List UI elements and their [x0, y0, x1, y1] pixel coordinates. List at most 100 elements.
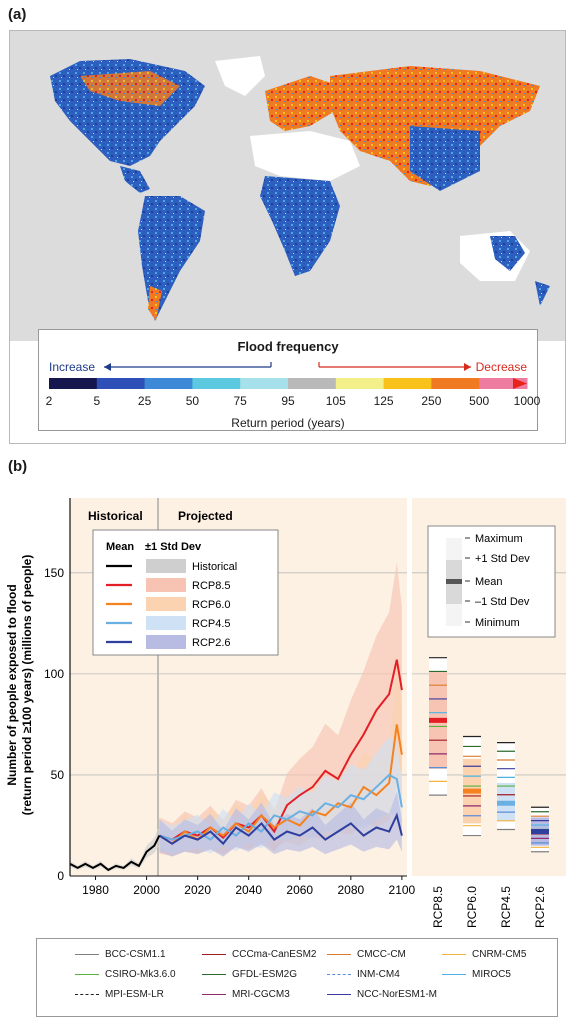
legend-band-swatch	[146, 578, 186, 592]
y-tick-label: 150	[44, 566, 64, 580]
mean-legend: Mean ±1 Std Dev Historical RCP8.5 RCP6.0 RC…	[92, 529, 279, 656]
box-mean	[497, 800, 515, 806]
projected-period-label: Projected	[178, 509, 233, 523]
south-america-shape	[138, 196, 205, 321]
model-legend-item: CNRM-CM5	[442, 949, 526, 960]
world-flood-map	[10, 31, 565, 341]
series-line	[159, 773, 403, 841]
model-line-swatch	[202, 954, 226, 955]
box-legend-label: Maximum	[475, 533, 523, 545]
colorbar-segment	[479, 378, 528, 389]
x-tick-label: 2060	[286, 883, 313, 897]
box-legend: Maximum +1 Std Dev Mean –1 Std Dev Minimum	[427, 525, 556, 638]
return-period-tick: 95	[281, 394, 295, 408]
panel-a-label: (a)	[8, 6, 27, 23]
colorbar-segment	[49, 378, 98, 389]
model-legend-item: MIROC5	[442, 969, 511, 980]
model-legend-item: CMCC-CM	[327, 949, 406, 960]
return-period-tick: 105	[325, 394, 346, 408]
model-line-swatch	[202, 994, 226, 995]
model-legend-item: BCC-CSM1.1	[75, 949, 166, 960]
series-line	[69, 835, 161, 872]
legend-mean-header: Mean	[106, 541, 134, 553]
legend-entry-label: RCP8.5	[192, 580, 231, 592]
colorbar-segment	[288, 378, 337, 389]
return-period-tick: 2	[45, 394, 53, 408]
legend-entry-label: Historical	[192, 561, 237, 573]
colorbar-segment	[335, 378, 385, 389]
model-legend-item: MPI-ESM-LR	[75, 989, 164, 1000]
mean-lines	[69, 659, 403, 872]
y-tick-label: 0	[57, 869, 64, 883]
x-tick-labels: 1980 2000 2020 2040 2060 2080 2100	[82, 876, 416, 897]
gridlines	[70, 572, 566, 776]
box-category-labels: RCP8.5 RCP6.0 RCP4.5 RCP2.6	[431, 886, 547, 928]
model-name: GFDL-ESM2G	[232, 969, 298, 980]
model-line-swatch	[202, 974, 226, 975]
box-legend-label: Mean	[475, 576, 503, 588]
box-category-label: RCP6.0	[465, 886, 479, 928]
series-line	[159, 659, 403, 841]
box-mean	[531, 829, 549, 835]
colorbar-segment	[144, 378, 193, 389]
model-name: MRI-CGCM3	[232, 989, 290, 1000]
y-tick-label: 100	[44, 667, 64, 681]
return-period-tick: 75	[233, 394, 247, 408]
legend-entry-label: RCP6.0	[192, 599, 231, 611]
africa-shape	[260, 176, 340, 276]
model-line-swatch	[75, 954, 99, 955]
legend-entry-label: RCP2.6	[192, 637, 231, 649]
return-period-tick: 125	[373, 394, 394, 408]
legend-band-swatch	[146, 597, 186, 611]
y-axis-title-1: Number of people exposed to flood	[5, 584, 19, 785]
model-legend-item: CCCma-CanESM2	[202, 949, 316, 960]
return-period-tick: 5	[93, 394, 101, 408]
legend-band-swatch	[146, 559, 186, 573]
world-map-svg	[50, 56, 550, 321]
model-name: INM-CM4	[357, 969, 400, 980]
colorbar-segment	[383, 378, 432, 389]
model-line-swatch	[442, 954, 466, 955]
model-legend-item: CSIRO-Mk3.6.0	[75, 969, 176, 980]
legend-scale-svg	[49, 362, 528, 389]
colorbar-segment	[192, 378, 241, 389]
return-period-tick: 500	[469, 394, 490, 408]
model-line-swatch	[327, 954, 351, 955]
box-legend-label: Minimum	[475, 617, 520, 629]
flood-exposure-chart: Historical Projected 50 100 150 0 1980 2000 2…	[5, 498, 566, 928]
model-name: NCC-NorESM1-M	[357, 989, 437, 1000]
model-line-swatch	[75, 994, 99, 995]
return-period-tick: 250	[421, 394, 442, 408]
box-legend-label: +1 Std Dev	[475, 553, 530, 565]
panel-b-label: (b)	[8, 458, 28, 475]
model-name: BCC-CSM1.1	[105, 949, 166, 960]
legend-unit-label: Return period (years)	[231, 416, 345, 430]
return-period-tick: 1000	[513, 394, 541, 408]
x-tick-label: 2000	[133, 883, 160, 897]
box-plots	[429, 657, 549, 853]
return-period-tick: 25	[137, 394, 152, 408]
x-tick-label: 2020	[184, 883, 211, 897]
x-tick-label: 2040	[235, 883, 262, 897]
y-tick-label: 50	[51, 768, 65, 782]
legend-decrease-label: Decrease	[475, 360, 527, 374]
model-name: CNRM-CM5	[472, 949, 527, 960]
legend-title: Flood frequency	[237, 339, 339, 354]
box-mean	[463, 788, 481, 794]
box-category-label: RCP4.5	[499, 886, 513, 928]
series-line	[158, 812, 403, 846]
model-line-swatch	[327, 994, 351, 995]
model-name: CCCma-CanESM2	[232, 949, 317, 960]
colorbar-segment	[240, 378, 289, 389]
model-name: MPI-ESM-LR	[105, 989, 164, 1000]
colorbar-segment	[96, 378, 146, 389]
model-line-swatch	[75, 974, 99, 975]
y-tick-labels: 50 100 150 0	[44, 566, 64, 883]
box-category-label: RCP2.6	[533, 886, 547, 928]
box-legend-label: –1 Std Dev	[475, 596, 530, 608]
legend-band-swatch	[146, 616, 186, 630]
model-legend-item: INM-CM4	[327, 969, 400, 980]
box-mean	[429, 717, 447, 723]
x-tick-label: 2080	[337, 883, 364, 897]
return-period-tick: 50	[185, 394, 200, 408]
